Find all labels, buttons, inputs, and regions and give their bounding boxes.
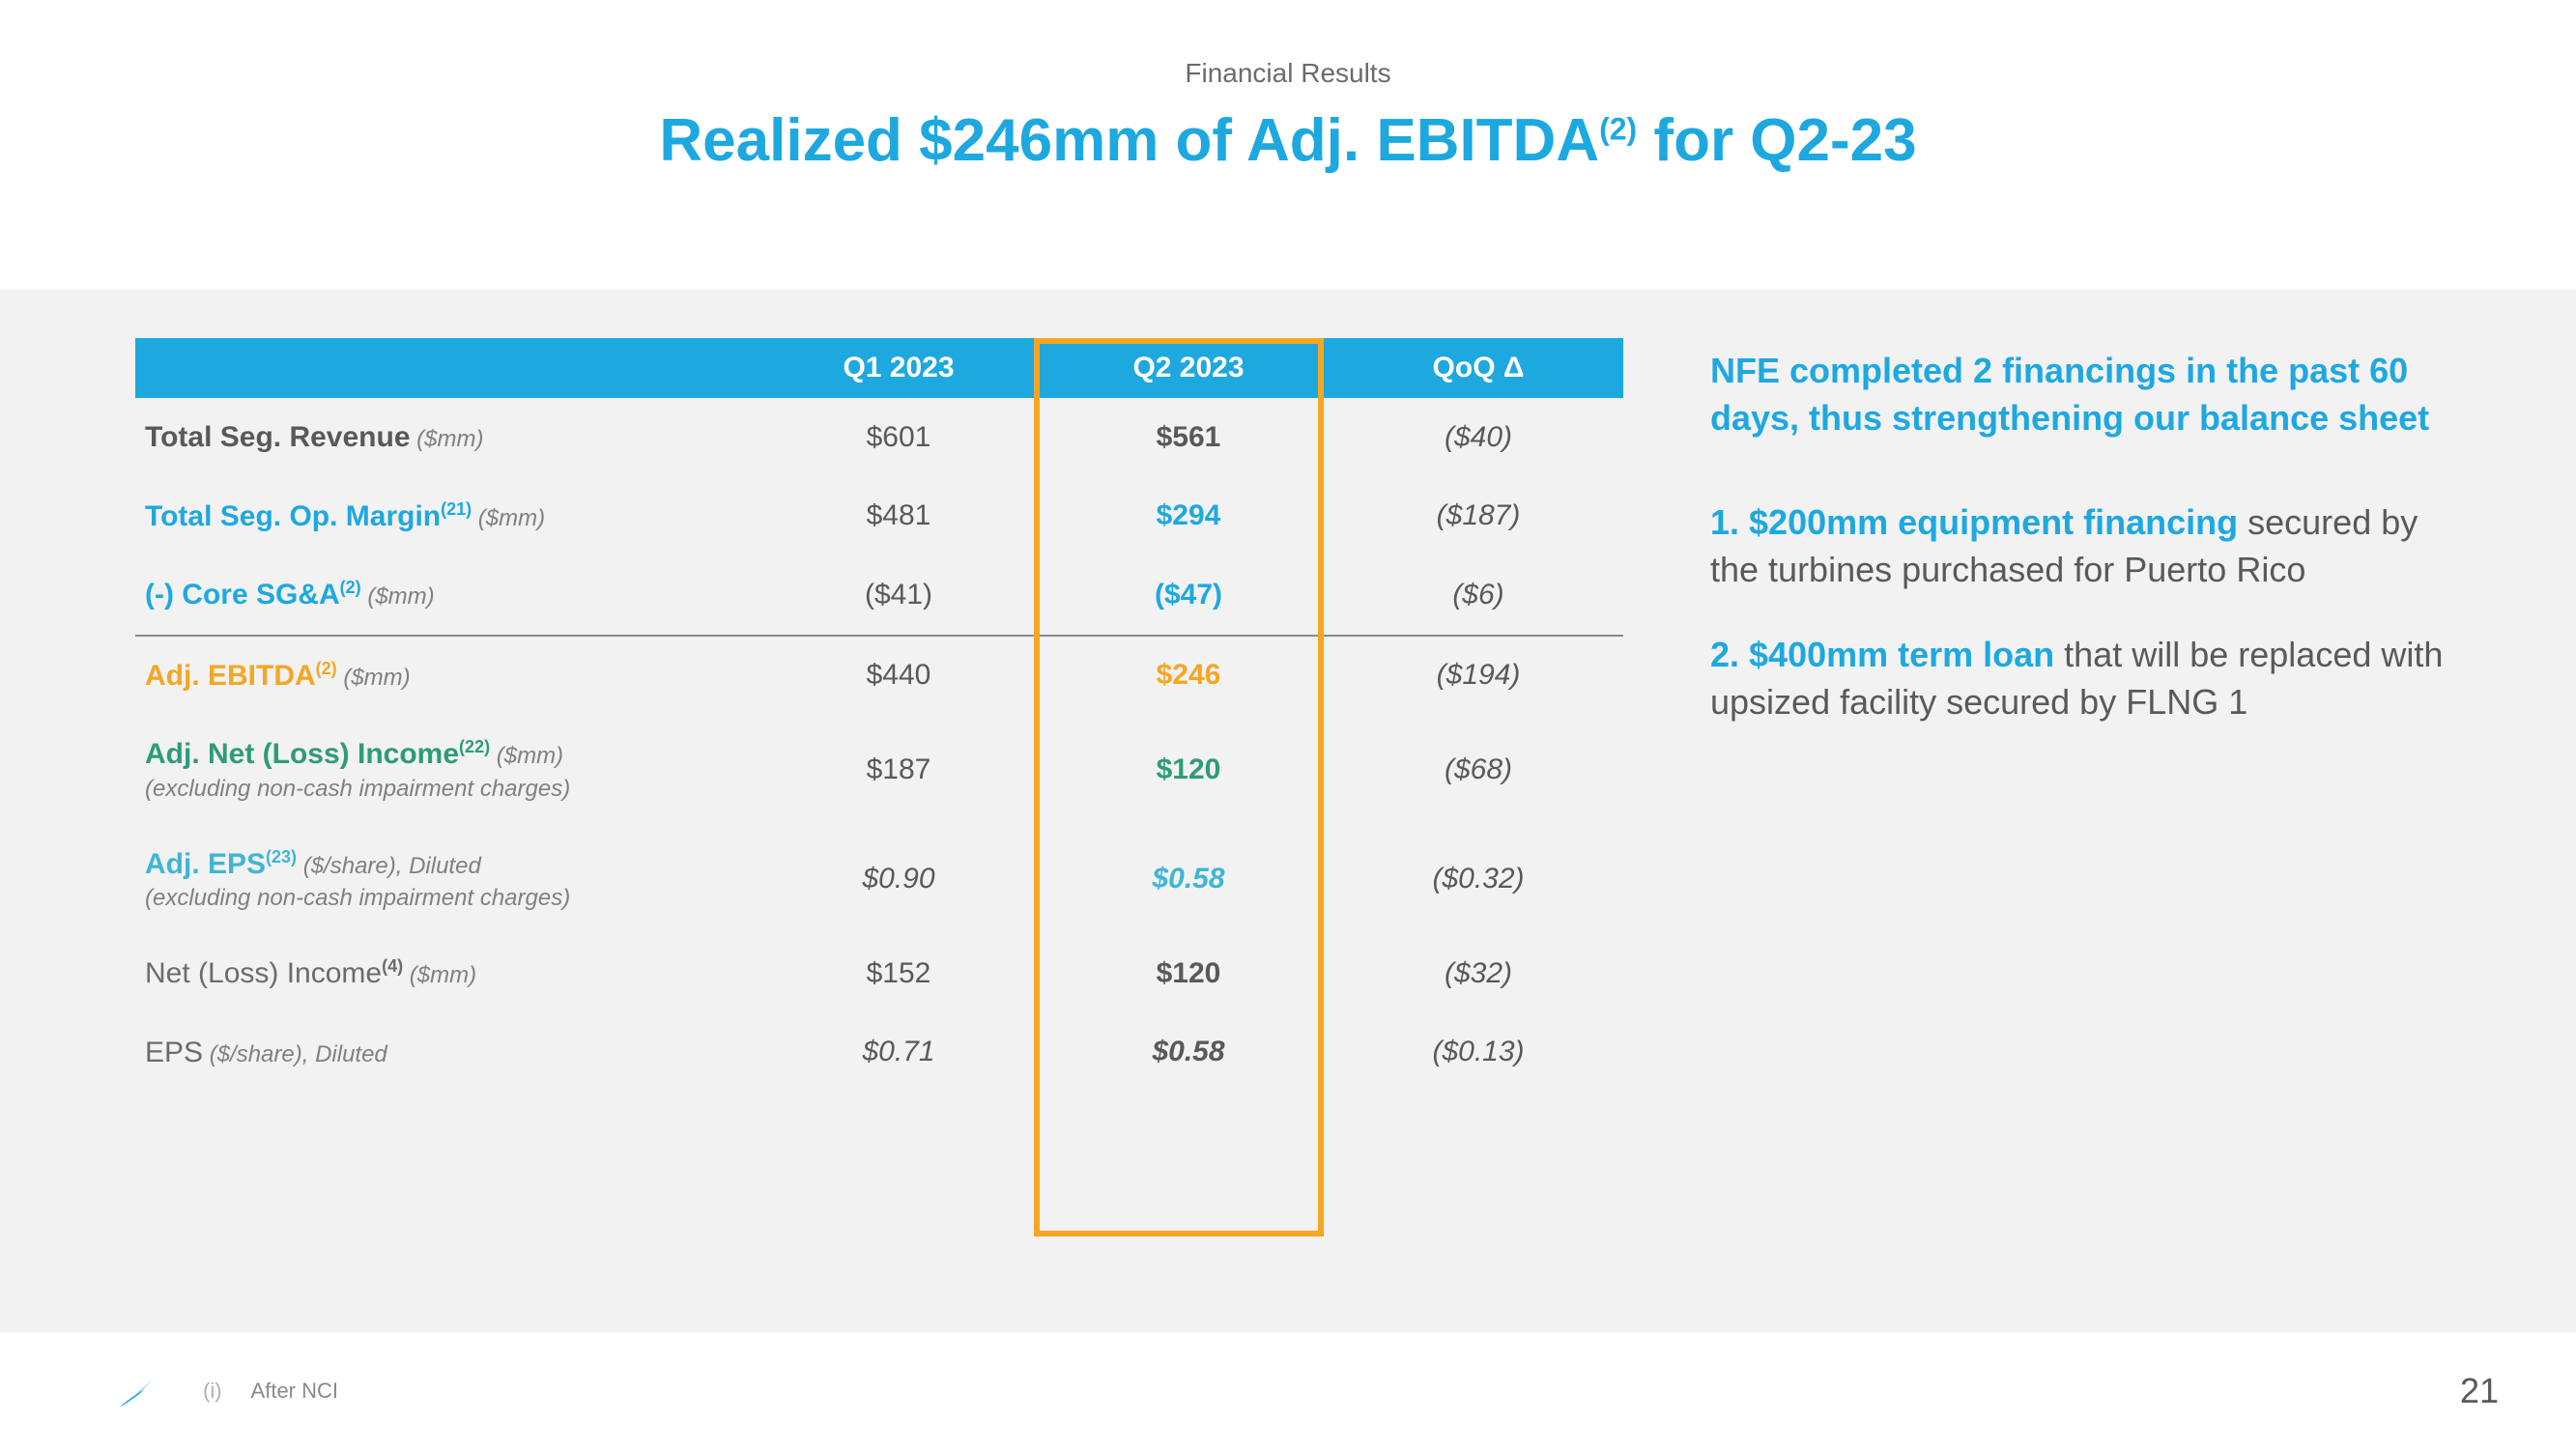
row-label-unit: ($mm) [403,962,476,988]
cell-delta: ($68) [1333,715,1623,825]
table-header-row: Q1 2023 Q2 2023 QoQ Δ [135,338,1623,398]
row-label-text: Net (Loss) Income [145,957,382,989]
page-title: Realized $246mm of Adj. EBITDA(2) for Q2… [0,106,2576,175]
row-label-sub: (excluding non-cash impairment charges) [145,775,744,804]
cell-q1: $0.90 [754,825,1044,935]
cell-q1: $440 [754,636,1044,716]
footnote-marker: (i) [203,1378,222,1403]
table-row: Total Seg. Op. Margin(21) ($mm)$481$294(… [135,477,1623,556]
cell-q2: $246 [1044,636,1333,716]
pretitle: Financial Results [0,58,2576,89]
cell-q1: $481 [754,477,1044,556]
note-headline: NFE completed 2 financings in the past 6… [1710,348,2470,441]
row-label-text: Total Seg. Op. Margin [145,500,441,532]
side-notes: NFE completed 2 financings in the past 6… [1710,338,2470,1294]
logo-icon [106,1362,164,1420]
row-label-text: Adj. EBITDA [145,660,316,692]
cell-delta: ($40) [1333,398,1623,477]
cell-delta: ($194) [1333,636,1623,716]
row-label-text: Total Seg. Revenue [145,421,411,453]
cell-q2: $120 [1044,715,1333,825]
row-label: Adj. Net (Loss) Income(22) ($mm) (excludi… [135,715,754,825]
footnote: (i) After NCI [203,1378,338,1404]
row-label-sup: (2) [340,578,361,597]
row-label: Net (Loss) Income(4) ($mm) [135,934,754,1013]
cell-q1: $152 [754,934,1044,1013]
note-head-text: NFE completed 2 financings in the past 6… [1710,351,2429,438]
note-item: 2. $400mm term loan that will be replace… [1710,632,2470,725]
footnote-body: After NCI [251,1378,338,1403]
footer: (i) After NCI 21 [0,1333,2576,1449]
table-row: (-) Core SG&A(2) ($mm)($41)($47)($6) [135,555,1623,636]
row-label-unit: ($mm) [337,665,411,691]
row-label-sup: (22) [459,737,490,756]
cell-delta: ($32) [1333,934,1623,1013]
row-label-text: EPS [145,1037,203,1068]
slide: Financial Results Realized $246mm of Adj… [0,0,2576,1449]
title-pre: Realized $246mm of Adj. EBITDA [659,107,1599,174]
row-label: (-) Core SG&A(2) ($mm) [135,555,754,636]
cell-q2: ($47) [1044,555,1333,636]
row-label-unit: ($mm) [472,505,545,531]
row-label-sub: (excluding non-cash impairment charges) [145,884,744,913]
title-sup: (2) [1599,111,1637,146]
cell-delta: ($6) [1333,555,1623,636]
cell-delta: ($0.13) [1333,1013,1623,1093]
table-row: Net (Loss) Income(4) ($mm)$152$120($32) [135,934,1623,1013]
table-row: Adj. Net (Loss) Income(22) ($mm) (excludi… [135,715,1623,825]
row-label-sup: (21) [441,499,472,519]
row-label-unit: ($/share), Diluted [203,1041,387,1067]
table-row: Adj. EBITDA(2) ($mm)$440$246($194) [135,636,1623,716]
title-post: for Q2-23 [1637,107,1916,174]
row-label-sup: (23) [266,847,297,867]
financial-table-wrap: Q1 2023 Q2 2023 QoQ Δ Total Seg. Revenue… [135,338,1623,1294]
row-label-sup: (2) [316,659,337,678]
row-label: Adj. EBITDA(2) ($mm) [135,636,754,716]
cell-q1: ($41) [754,555,1044,636]
table-row: Total Seg. Revenue ($mm)$601$561($40) [135,398,1623,477]
cell-q1: $601 [754,398,1044,477]
th-q2: Q2 2023 [1044,338,1333,398]
cell-q2: $294 [1044,477,1333,556]
page-number: 21 [2460,1371,2499,1411]
table-row: EPS ($/share), Diluted$0.71$0.58($0.13) [135,1013,1623,1093]
row-label: EPS ($/share), Diluted [135,1013,754,1093]
table-row: Adj. EPS(23) ($/share), Diluted (excludin… [135,825,1623,935]
financial-table: Q1 2023 Q2 2023 QoQ Δ Total Seg. Revenue… [135,338,1623,1092]
note-item-lead: 1. $200mm equipment financing [1710,502,2247,542]
th-q1: Q1 2023 [754,338,1044,398]
note-item-lead: 2. $400mm term loan [1710,635,2054,674]
row-label-unit: ($/share), Diluted [297,853,481,879]
th-qoq: QoQ Δ [1333,338,1623,398]
th-blank [135,338,754,398]
row-label-text: (-) Core SG&A [145,579,340,611]
cell-q1: $187 [754,715,1044,825]
cell-q2: $120 [1044,934,1333,1013]
row-label: Total Seg. Revenue ($mm) [135,398,754,477]
row-label-text: Adj. EPS [145,848,266,880]
row-label: Adj. EPS(23) ($/share), Diluted (excludin… [135,825,754,935]
row-label-sup: (4) [382,956,403,976]
row-label-unit: ($mm) [361,583,435,610]
row-label: Total Seg. Op. Margin(21) ($mm) [135,477,754,556]
row-label-unit: ($mm) [411,426,484,452]
cell-delta: ($0.32) [1333,825,1623,935]
cell-q2: $561 [1044,398,1333,477]
body-area: Q1 2023 Q2 2023 QoQ Δ Total Seg. Revenue… [0,290,2576,1333]
row-label-text: Adj. Net (Loss) Income [145,738,459,770]
cell-q2: $0.58 [1044,1013,1333,1093]
cell-delta: ($187) [1333,477,1623,556]
header: Financial Results Realized $246mm of Adj… [0,0,2576,175]
row-label-unit: ($mm) [490,743,563,769]
cell-q2: $0.58 [1044,825,1333,935]
note-item: 1. $200mm equipment financing secured by… [1710,499,2470,593]
cell-q1: $0.71 [754,1013,1044,1093]
